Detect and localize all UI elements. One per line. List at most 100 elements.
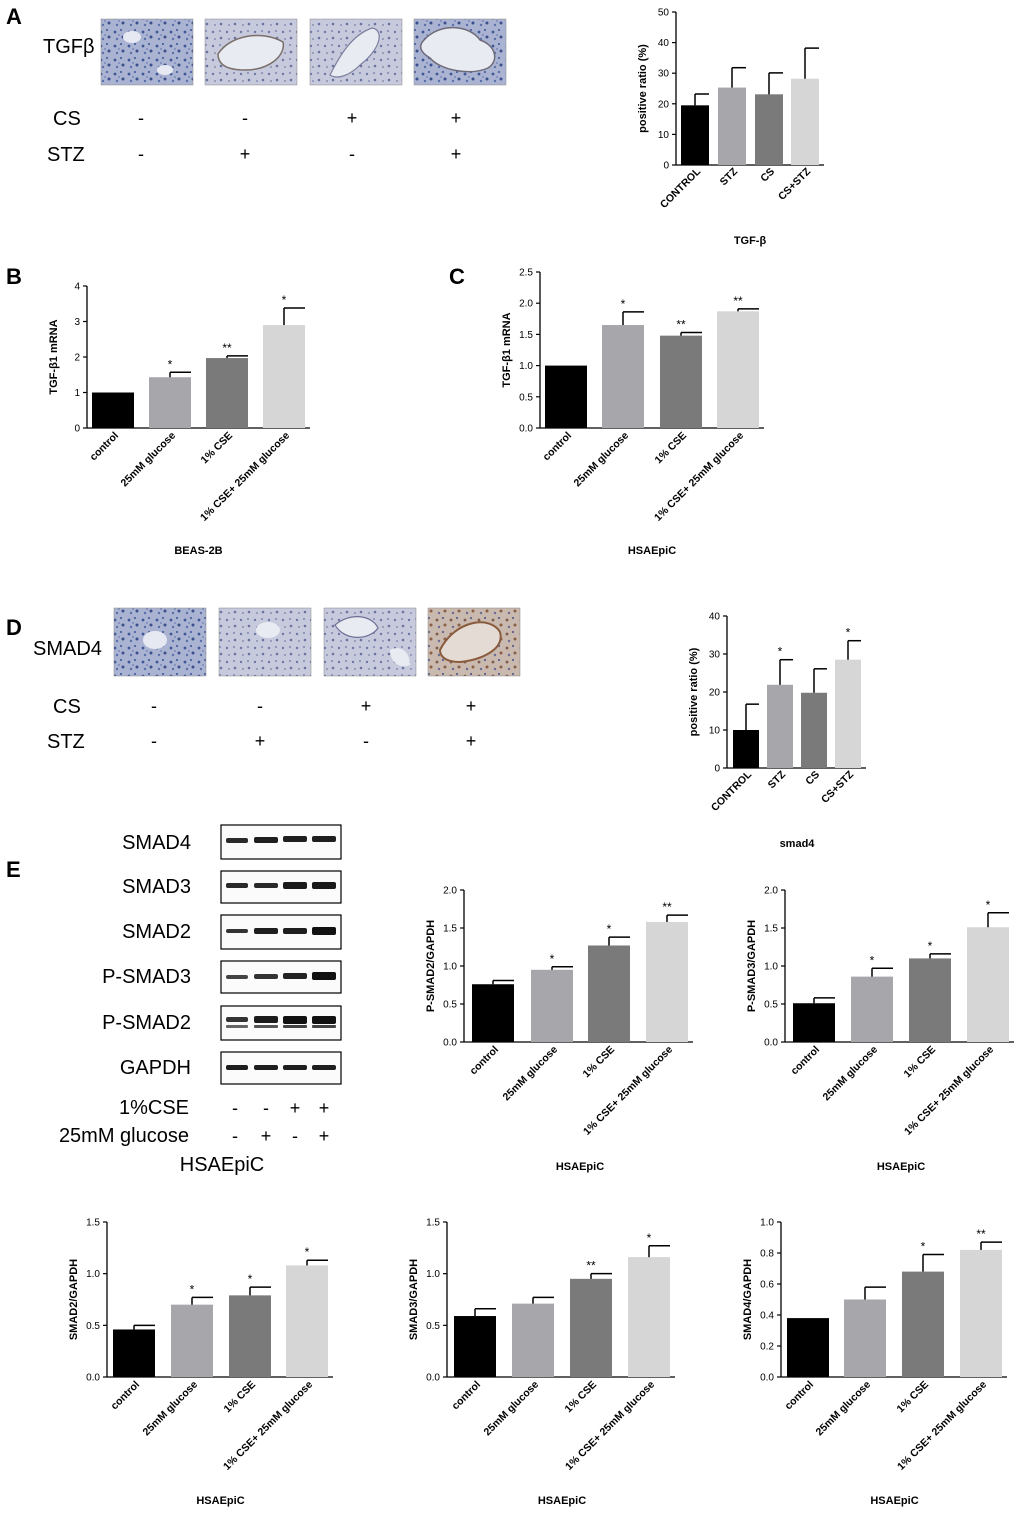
y-tick-label: 1.5: [519, 330, 533, 341]
category-label: CS+STZ: [819, 768, 857, 806]
y-tick-label: 1: [74, 388, 80, 399]
category-label: CS: [803, 769, 822, 788]
y-axis-title: TGF-β1 mRNA: [501, 312, 513, 387]
y-tick-label: 2.0: [519, 299, 533, 310]
significance-marker: *: [921, 1240, 926, 1254]
bar: [801, 692, 827, 768]
x-axis-title: BEAS-2B: [174, 545, 222, 557]
ihc-a-stz-sign: +: [451, 144, 462, 164]
y-tick-label: 0.0: [519, 424, 533, 435]
y-tick-label: 0.5: [443, 1000, 457, 1011]
y-tick-label: 2.0: [443, 886, 457, 897]
x-axis-title: HSAEpiC: [538, 1495, 586, 1507]
significance-marker: *: [190, 1282, 195, 1296]
panel-label-a: A: [6, 4, 22, 29]
y-tick-label: 0.0: [764, 1038, 778, 1049]
ihc-d-stz-sign: -: [363, 731, 369, 751]
y-tick-label: 0.8: [760, 1249, 774, 1260]
y-tick-label: 1.0: [86, 1269, 100, 1280]
y-tick-label: 20: [709, 688, 721, 699]
x-axis-title: HSAEpiC: [870, 1495, 918, 1507]
significance-marker: *: [986, 898, 991, 912]
ihc-d-cs-sign: +: [361, 696, 372, 716]
y-tick-label: 1.5: [86, 1218, 100, 1229]
y-tick-label: 1.5: [443, 924, 457, 935]
ihc-a-row-stz-label: STZ: [47, 144, 85, 166]
panel-label-b: B: [6, 264, 22, 289]
ihc-d-cs-sign: +: [466, 696, 477, 716]
blot-strip-p-smad2: P-SMAD2: [102, 1005, 342, 1041]
significance-marker: *: [778, 645, 783, 659]
y-tick-label: 0.5: [426, 1321, 440, 1332]
blot-row-cse-label: 1%CSE: [119, 1097, 189, 1119]
category-label: CS: [758, 166, 777, 185]
category-label: 25mM glucose: [140, 1379, 200, 1439]
y-tick-label: 40: [709, 612, 721, 623]
y-tick-label: 1.5: [764, 924, 778, 935]
bar: [171, 1304, 213, 1377]
bar: [206, 358, 248, 428]
blot-label: SMAD2: [122, 921, 191, 943]
y-tick-label: 0.5: [764, 1000, 778, 1011]
y-axis-title: SMAD3/GAPDH: [408, 1259, 420, 1340]
blot-cse-sign: +: [290, 1098, 301, 1118]
panel-label-d: D: [6, 615, 22, 640]
category-label: 1% CSE: [653, 430, 690, 467]
ihc-d-stain-label: SMAD4: [33, 638, 102, 660]
bar: [545, 365, 587, 428]
ihc-d-image-2: [218, 607, 312, 677]
category-label: control: [788, 1044, 822, 1078]
significance-marker: *: [168, 357, 173, 371]
ihc-a-stz-sign: -: [349, 144, 355, 164]
blot-row-glucose-label: 25mM glucose: [59, 1125, 189, 1147]
bar: [570, 1278, 612, 1377]
y-tick-label: 2.0: [764, 886, 778, 897]
bar: [718, 87, 746, 165]
bar: [909, 958, 951, 1042]
significance-marker: *: [282, 293, 287, 307]
bar: [960, 1249, 1002, 1377]
bar: [791, 78, 819, 165]
y-tick-label: 1.5: [426, 1218, 440, 1229]
y-tick-label: 3: [74, 317, 80, 328]
bar: [835, 659, 861, 768]
blot-strip-gapdh: GAPDH: [120, 1051, 342, 1085]
category-label: 1% CSE: [563, 1379, 600, 1416]
significance-marker: **: [976, 1227, 986, 1241]
bar: [646, 921, 688, 1042]
significance-marker: *: [305, 1245, 310, 1259]
x-axis-title: HSAEpiC: [556, 1161, 604, 1173]
ihc-d-stz-sign: +: [466, 731, 477, 751]
blot-label: SMAD4: [122, 832, 191, 854]
blot-glucose-sign: +: [319, 1126, 330, 1146]
ihc-d-cs-sign: -: [151, 696, 157, 716]
panel-label-e: E: [6, 857, 21, 882]
x-axis-title: HSAEpiC: [196, 1495, 244, 1507]
bar: [660, 335, 702, 428]
category-label: 25mM glucose: [500, 1044, 560, 1104]
ihc-a-image-1: [100, 18, 194, 86]
western-blot: SMAD4 SMAD3 SMAD2 P-SMAD3: [59, 824, 342, 1176]
chart-e-psmad3: 0.0 0.5 1.0 1.5 2.0 P-SMAD3/GAPDH control * 25mM…: [746, 886, 1014, 1173]
y-tick-label: 0: [74, 424, 80, 435]
blot-cse-sign: +: [319, 1098, 330, 1118]
bar: [531, 969, 573, 1042]
x-axis-title: HSAEpiC: [877, 1161, 925, 1173]
x-axis-title: smad4: [780, 838, 816, 850]
significance-marker: *: [248, 1272, 253, 1286]
chart-a-tgfb: 0 10 20 30 40 50 positive ratio (%) CONTROL STZ C…: [637, 8, 824, 247]
y-tick-label: 0.0: [86, 1373, 100, 1384]
blot-cse-sign: -: [232, 1098, 238, 1118]
ihc-a-stain-label: TGFβ: [43, 36, 95, 58]
chart-b-beas2b: 0 1 2 3 4 TGF-β1 mRNA control * 25mM glucose ** 1%…: [48, 282, 310, 557]
y-tick-label: 0: [663, 161, 669, 172]
bar: [717, 311, 759, 428]
blot-label: SMAD3: [122, 876, 191, 898]
blot-glucose-sign: -: [232, 1126, 238, 1146]
y-tick-label: 0.2: [760, 1342, 774, 1353]
category-label: 25mM glucose: [813, 1379, 873, 1439]
blot-strip-smad2: SMAD2: [122, 914, 342, 950]
bar: [767, 684, 793, 768]
